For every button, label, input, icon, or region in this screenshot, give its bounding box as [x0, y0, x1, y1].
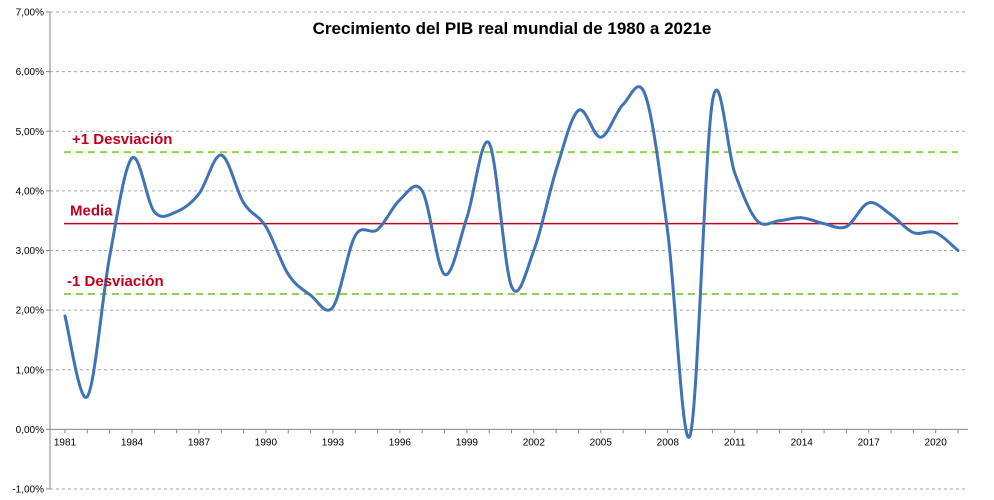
- y-tick-label: 7,00%: [16, 8, 44, 19]
- x-tick-label: 1996: [389, 437, 412, 448]
- y-tick-label: 2,00%: [16, 306, 44, 317]
- y-tick-label: 5,00%: [16, 127, 44, 138]
- y-tick-label: 0,00%: [16, 425, 44, 436]
- y-tick-label: 6,00%: [16, 67, 44, 78]
- x-tick-label: 2020: [925, 437, 948, 448]
- x-tick-label: 1981: [54, 437, 77, 448]
- minus-one-deviation-label: -1 Desviación: [67, 273, 164, 290]
- x-tick-label: 2014: [791, 437, 814, 448]
- axes: [46, 11, 968, 490]
- grid-layer: [50, 11, 968, 490]
- y-tick-label: 3,00%: [16, 246, 44, 257]
- mean-label: Media: [70, 203, 113, 220]
- x-tick-label: 2008: [657, 437, 680, 448]
- chart-title: Crecimiento del PIB real mundial de 1980…: [313, 19, 712, 38]
- x-tick-label: 2017: [858, 437, 881, 448]
- x-tick-label: 1990: [255, 437, 278, 448]
- x-tick-label: 2005: [590, 437, 613, 448]
- x-tick-label: 1999: [456, 437, 479, 448]
- x-tick-label: 1987: [188, 437, 211, 448]
- gdp-growth-series-line: [63, 85, 960, 439]
- plus-one-deviation-label: +1 Desviación: [72, 131, 172, 148]
- y-tick-label: 1,00%: [16, 365, 44, 376]
- reference-lines: [64, 151, 958, 296]
- x-tick-label: 2011: [724, 437, 746, 448]
- labels-layer: -1,00% 0,00% 1,00% 2,00% 3,00% 4,00% 5,00% 6,00…: [12, 8, 947, 496]
- series-layer: [63, 85, 960, 439]
- y-tick-label: 4,00%: [16, 186, 44, 197]
- x-tick-label: 1984: [121, 437, 144, 448]
- x-tick-label: 2002: [523, 437, 546, 448]
- y-tick-label: -1,00%: [12, 485, 44, 496]
- x-tick-label: 1993: [322, 437, 345, 448]
